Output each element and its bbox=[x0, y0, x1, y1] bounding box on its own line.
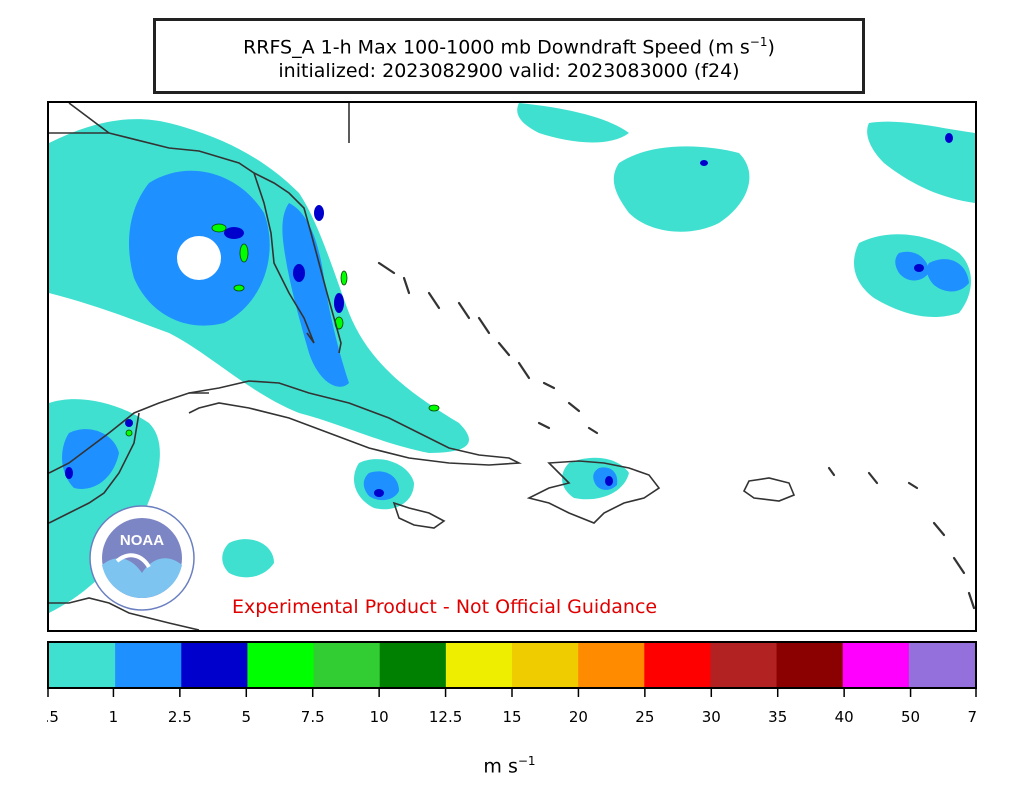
colorbar-tick-label: 1 bbox=[109, 708, 119, 726]
colorbar-swatch bbox=[49, 643, 116, 687]
colorbar-swatch bbox=[644, 643, 712, 687]
bahamas-islands bbox=[377, 261, 975, 610]
speed-field-high bbox=[65, 133, 953, 497]
map-subtitle: initialized: 2023082900 valid: 202308300… bbox=[278, 60, 740, 83]
colorbar bbox=[47, 641, 977, 689]
colorbar-tick-label: 5 bbox=[242, 708, 252, 726]
colorbar-swatch bbox=[578, 643, 645, 687]
colorbar-tick-label: 50 bbox=[901, 708, 920, 726]
colorbar-swatch bbox=[313, 643, 381, 687]
noaa-logo: NOAA bbox=[89, 505, 195, 611]
colorbar-swatch bbox=[379, 643, 447, 687]
colorbar-tick-label: 7.5 bbox=[301, 708, 325, 726]
colorbar-swatch bbox=[908, 643, 975, 687]
disclaimer-text: Experimental Product - Not Official Guid… bbox=[232, 596, 658, 618]
colorbar-tick-label: 75 bbox=[967, 708, 977, 726]
colorbar-tick-label: 15 bbox=[502, 708, 521, 726]
colorbar-tick-label: 2.5 bbox=[168, 708, 192, 726]
colorbar-swatch bbox=[842, 643, 910, 687]
colorbar-swatch bbox=[512, 643, 579, 687]
map-title-box: RRFS_A 1-h Max 100-1000 mb Downdraft Spe… bbox=[153, 18, 865, 94]
map-title: RRFS_A 1-h Max 100-1000 mb Downdraft Spe… bbox=[243, 35, 775, 59]
map-panel: NOAA bbox=[47, 101, 977, 632]
svg-text:NOAA: NOAA bbox=[120, 532, 164, 549]
colorbar-tick-label: 10 bbox=[370, 708, 389, 726]
colorbar-tick-label: 0.5 bbox=[47, 708, 59, 726]
colorbar-swatch bbox=[776, 643, 844, 687]
map-canvas bbox=[49, 103, 975, 630]
colorbar-tick-label: 25 bbox=[635, 708, 654, 726]
colorbar-swatch bbox=[181, 643, 249, 687]
colorbar-swatch bbox=[445, 643, 513, 687]
colorbar-tick-label: 12.5 bbox=[429, 708, 462, 726]
colorbar-tick-label: 40 bbox=[835, 708, 854, 726]
colorbar-units: m s−1 bbox=[483, 754, 536, 778]
colorbar-tick-label: 30 bbox=[702, 708, 721, 726]
colorbar-tick-label: 35 bbox=[768, 708, 787, 726]
colorbar-swatch bbox=[115, 643, 182, 687]
colorbar-swatch bbox=[710, 643, 778, 687]
colorbar-swatch bbox=[247, 643, 315, 687]
colorbar-swatches bbox=[49, 643, 975, 687]
colorbar-tick-label: 20 bbox=[569, 708, 588, 726]
coastlines bbox=[49, 103, 796, 630]
hurricane-eye bbox=[177, 236, 221, 280]
